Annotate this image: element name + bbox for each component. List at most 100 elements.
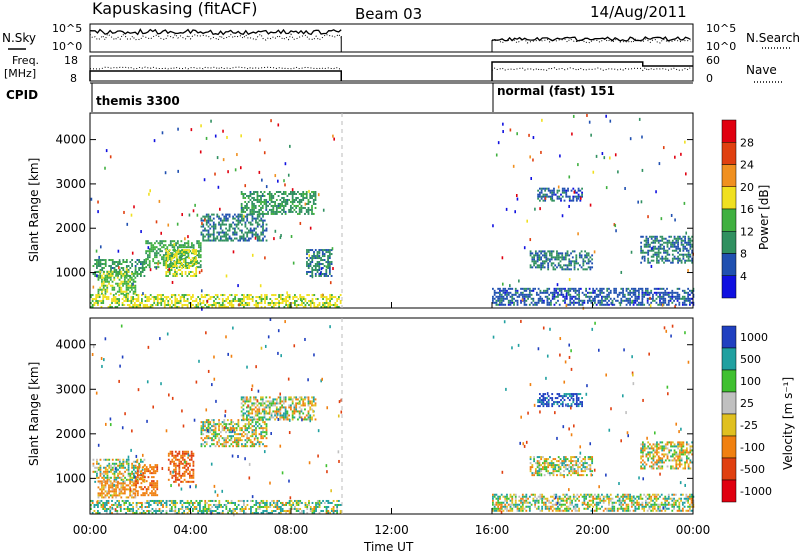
heatmap-cell: [323, 304, 326, 307]
heatmap-cell: [181, 499, 184, 502]
heatmap-cell: [198, 266, 200, 269]
heatmap-cell: [523, 301, 526, 304]
heatmap-cell: [554, 256, 557, 259]
heatmap-cell: [246, 406, 248, 409]
heatmap-cell: [212, 443, 215, 446]
heatmap-cell: [134, 466, 137, 469]
heatmap-cell: [110, 464, 112, 467]
heatmap-cell: [275, 198, 278, 201]
heatmap-cell: [148, 248, 151, 251]
heatmap-cell: [205, 437, 208, 440]
heatmap-cell: [553, 291, 556, 294]
heatmap-cell: [275, 206, 278, 209]
heatmap-cell: [253, 191, 255, 193]
heatmap-cell: [586, 291, 589, 294]
heatmap-cell: [255, 227, 257, 230]
heatmap-cell: [247, 418, 250, 421]
heatmap-cell: [311, 269, 314, 271]
heatmap-cell: [235, 427, 238, 430]
heatmap-cell: [688, 297, 691, 300]
heatmap-cell: [177, 269, 180, 271]
heatmap-cell: [190, 454, 193, 457]
heatmap-cell: [585, 268, 588, 271]
heatmap-cell: [311, 208, 313, 211]
heatmap-cell: [96, 274, 98, 278]
heatmap-cell: [575, 195, 578, 198]
heatmap-cell: [104, 486, 107, 489]
heatmap-cell: [263, 212, 266, 215]
heatmap-cell: [193, 253, 196, 256]
heatmap-cell: [637, 303, 640, 306]
heatmap-cell: [178, 468, 181, 471]
heatmap-cell: [281, 298, 284, 301]
heatmap-cell: [561, 189, 564, 192]
heatmap-cell: [181, 274, 184, 277]
heatmap-cell: [269, 503, 272, 506]
heatmap-cell: [265, 223, 268, 226]
heatmap-cell: [312, 414, 315, 417]
heatmap-cell: [647, 239, 650, 242]
heatmap-cell: [161, 131, 164, 135]
heatmap-cell: [226, 441, 229, 444]
heatmap-cell: [212, 221, 215, 224]
heatmap-cell: [218, 439, 220, 442]
heatmap-cell: [118, 476, 121, 479]
heatmap-cell: [563, 256, 565, 259]
heatmap-cell: [327, 505, 330, 508]
heatmap-cell: [132, 274, 135, 277]
heatmap-cell: [202, 237, 205, 240]
heatmap-cell: [253, 233, 256, 236]
heatmap-cell: [671, 239, 674, 242]
heatmap-cell: [232, 233, 235, 236]
heatmap-cell: [226, 217, 229, 220]
heatmap-cell: [199, 254, 202, 257]
heatmap-cell: [557, 299, 559, 302]
heatmap-cell: [295, 410, 298, 413]
heatmap-cell: [108, 259, 111, 262]
heatmap-cell: [139, 304, 142, 307]
heatmap-cell: [154, 262, 156, 265]
heatmap-cell: [323, 272, 326, 275]
heatmap-cell: [675, 245, 678, 248]
heatmap-cell: [247, 410, 250, 413]
heatmap-cell: [571, 295, 573, 298]
heatmap-cell: [120, 486, 123, 489]
heatmap-cell: [139, 505, 142, 508]
heatmap-cell: [602, 299, 605, 302]
heatmap-cell: [536, 254, 539, 257]
heatmap-cell: [214, 237, 217, 240]
heatmap-cell: [111, 298, 113, 301]
heatmap-cell: [495, 291, 498, 294]
heatmap-cell: [304, 408, 306, 411]
heatmap-cell: [207, 507, 210, 510]
heatmap-cell: [122, 466, 125, 469]
heatmap-cell: [262, 298, 265, 301]
heatmap-cell: [140, 488, 143, 491]
heatmap-cell: [297, 398, 299, 401]
heatmap-cell: [576, 293, 579, 296]
heatmap-cell: [568, 199, 571, 202]
heatmap-cell: [122, 458, 125, 461]
heatmap-cell: [181, 270, 184, 273]
heatmap-cell: [188, 249, 191, 252]
heatmap-cell: [188, 474, 191, 477]
heatmap-cell: [265, 445, 268, 448]
heatmap-cell: [138, 272, 141, 275]
heatmap-cell: [577, 197, 580, 200]
heatmap-cell: [97, 263, 100, 266]
heatmap-cell: [130, 213, 133, 217]
heatmap-cell: [241, 439, 243, 442]
heatmap-cell: [506, 293, 508, 296]
heatmap-cell: [291, 414, 294, 417]
heatmap-cell: [227, 298, 229, 301]
heatmap-cell: [645, 235, 648, 238]
heatmap-cell: [641, 301, 644, 304]
heatmap-cell: [298, 206, 301, 209]
heatmap-cell: [613, 303, 616, 306]
heatmap-cell: [258, 418, 261, 421]
heatmap-cell: [109, 155, 112, 159]
heatmap-cell: [174, 468, 177, 471]
heatmap-cell: [307, 208, 310, 211]
heatmap-cell: [195, 269, 198, 271]
heatmap-cell: [200, 425, 203, 428]
